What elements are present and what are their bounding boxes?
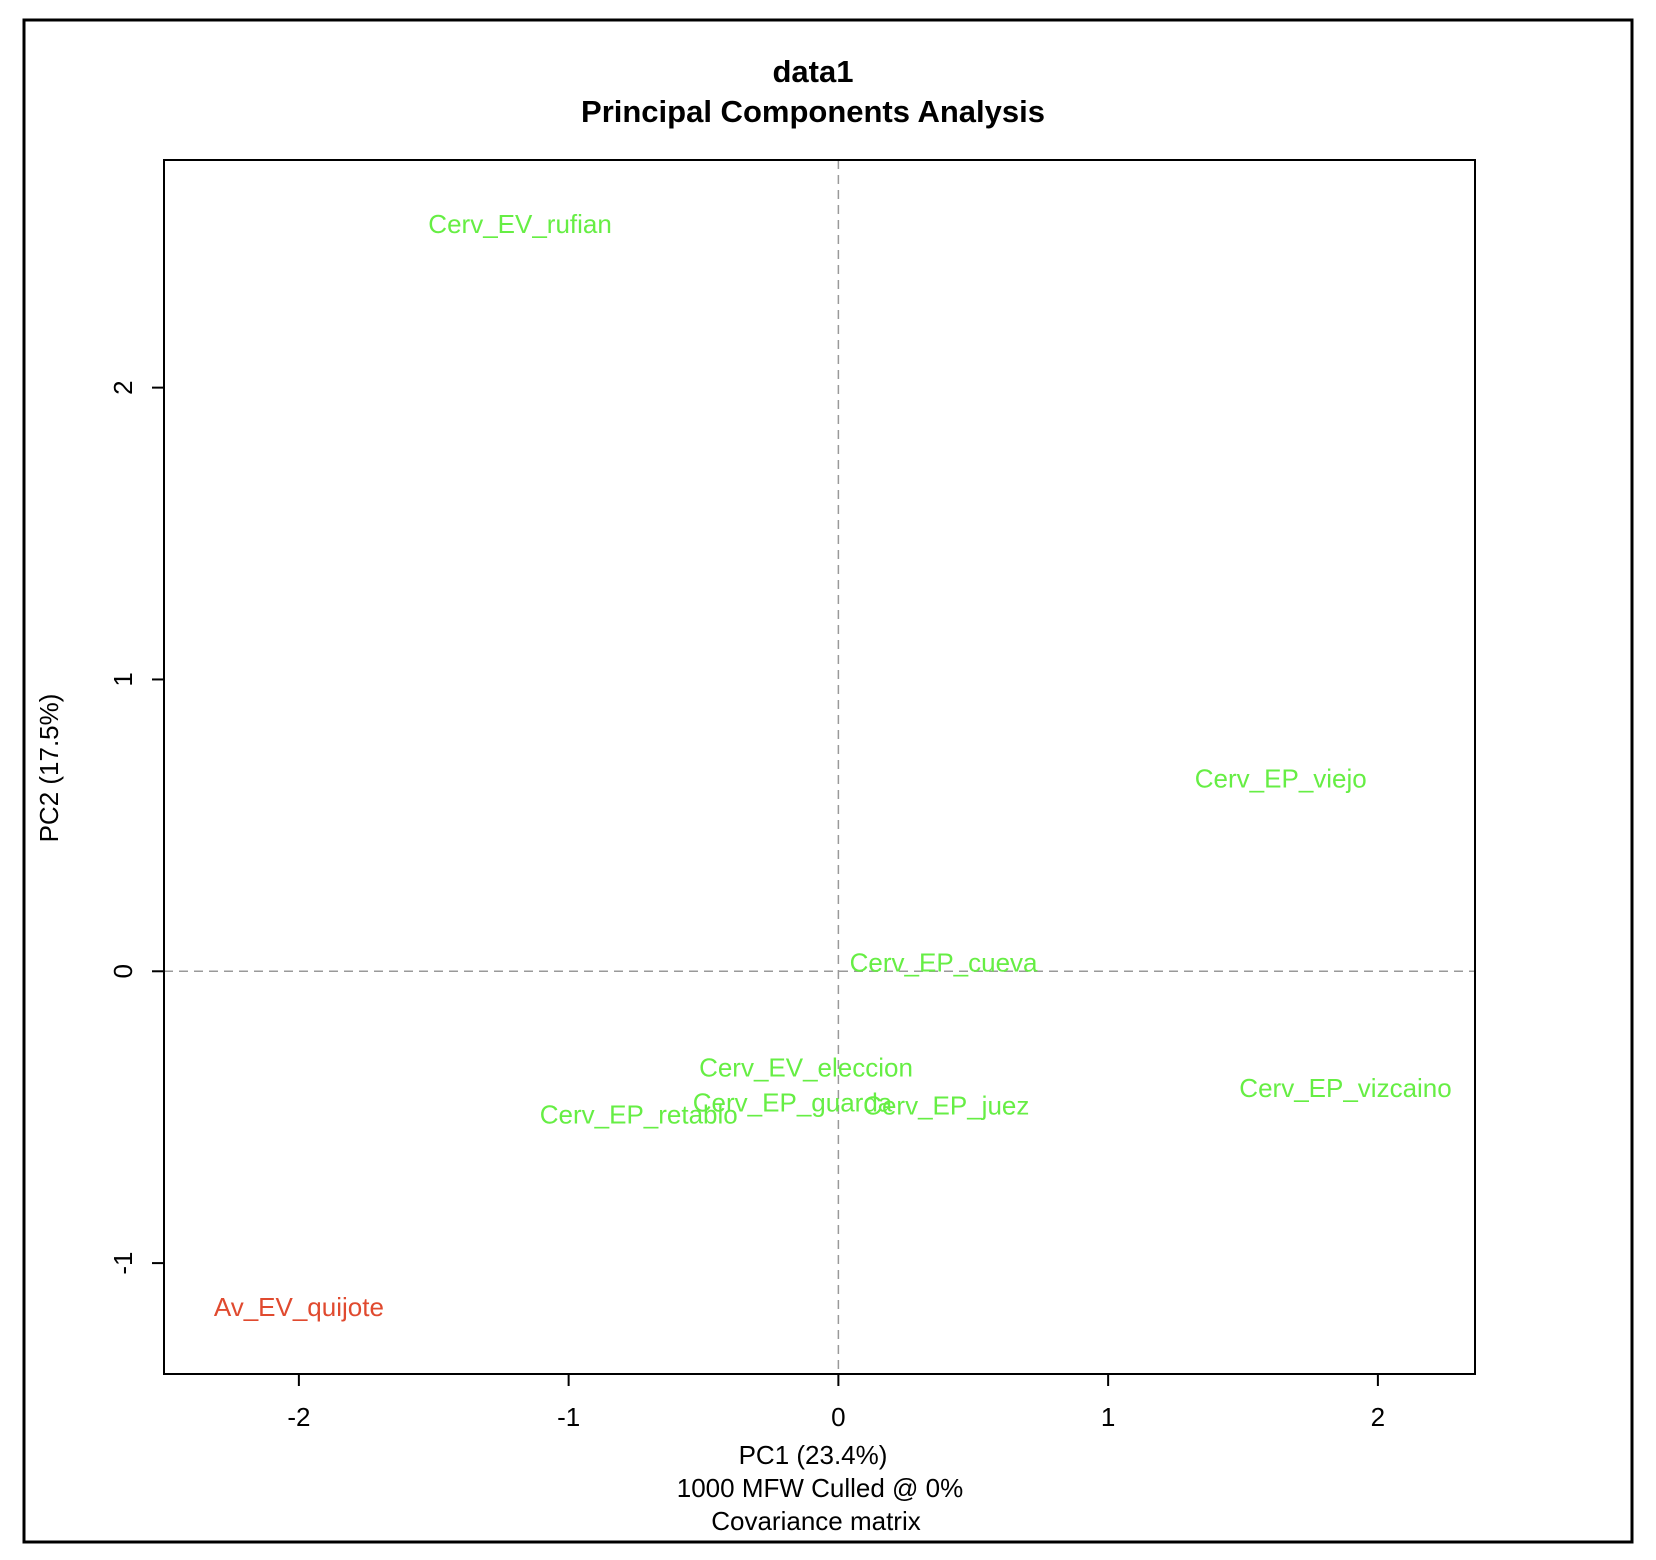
point-label: Cerv_EP_vizcaino bbox=[1239, 1073, 1451, 1103]
y-tick-label: 1 bbox=[108, 672, 138, 686]
x-tick-label: 2 bbox=[1371, 1402, 1385, 1432]
x-tick-label: -1 bbox=[557, 1402, 580, 1432]
y-axis-title: PC2 (17.5%) bbox=[34, 694, 64, 843]
plot-frame bbox=[163, 159, 1476, 1375]
footer-line-1: 1000 MFW Culled @ 0% bbox=[677, 1473, 964, 1503]
footer-line-2: Covariance matrix bbox=[711, 1506, 921, 1536]
point-label: Av_EV_quijote bbox=[214, 1292, 384, 1322]
point-label: Cerv_EP_retablo bbox=[540, 1099, 738, 1129]
x-axis-title: PC1 (23.4%) bbox=[739, 1440, 888, 1470]
point-label: Cerv_EV_eleccion bbox=[699, 1053, 913, 1083]
points-layer: Cerv_EV_rufian Cerv_EP_viejo Cerv_EP_cueva… bbox=[214, 209, 1452, 1322]
y-tick-label: 2 bbox=[108, 380, 138, 394]
chart-title: data1 bbox=[773, 54, 854, 89]
outer-frame bbox=[22, 18, 1634, 1544]
point-label: Cerv_EP_guarda bbox=[693, 1088, 893, 1118]
x-tick-label: 1 bbox=[1101, 1402, 1115, 1432]
point-label: Cerv_EV_rufian bbox=[428, 209, 612, 239]
x-axis: -2 -1 0 1 2 bbox=[287, 1374, 1385, 1432]
x-tick-label: 0 bbox=[831, 1402, 845, 1432]
point-label: Cerv_EP_cueva bbox=[850, 948, 1038, 978]
y-axis: -1 0 1 2 bbox=[108, 380, 164, 1275]
chart-subtitle: Principal Components Analysis bbox=[581, 94, 1045, 129]
point-label: Cerv_EP_viejo bbox=[1195, 764, 1367, 794]
plot-area: Cerv_EV_rufian Cerv_EP_viejo Cerv_EP_cueva… bbox=[163, 159, 1476, 1375]
point-label: Cerv_EP_juez bbox=[863, 1091, 1029, 1121]
y-tick-label: -1 bbox=[108, 1252, 138, 1275]
x-tick-label: -2 bbox=[287, 1402, 310, 1432]
y-tick-label: 0 bbox=[108, 964, 138, 978]
